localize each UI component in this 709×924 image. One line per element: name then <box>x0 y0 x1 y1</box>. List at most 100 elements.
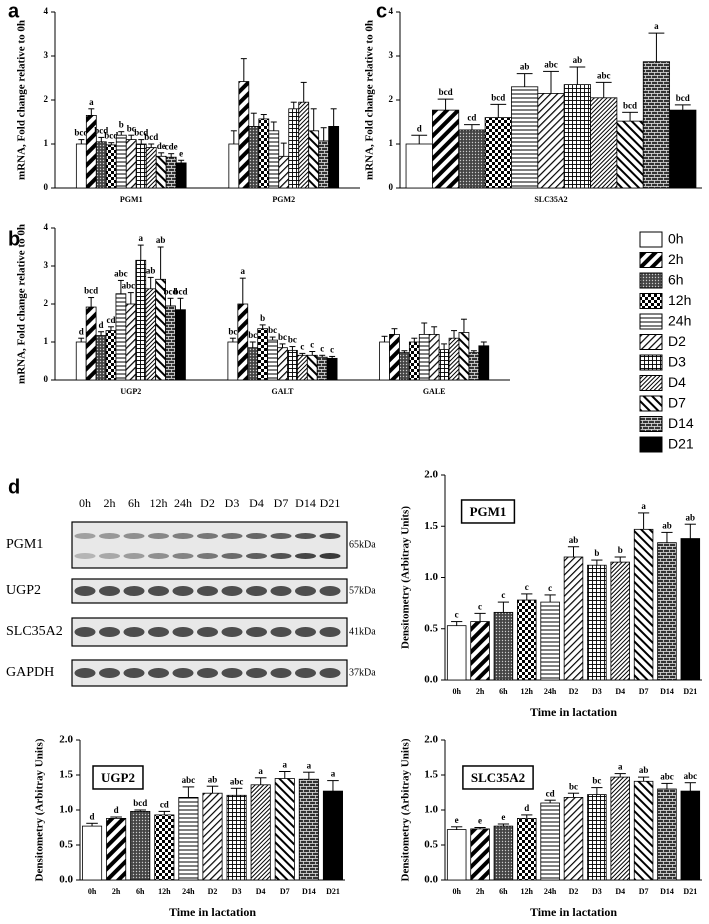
bar <box>268 130 280 189</box>
x-tick-label: D2 <box>208 887 218 896</box>
x-tick-label: D4 <box>615 687 625 696</box>
significance-letter: a <box>654 21 659 31</box>
blot-band <box>246 627 267 637</box>
y-tick-label: 4 <box>44 6 49 16</box>
blot-band <box>99 586 120 596</box>
legend-label: D4 <box>668 374 686 390</box>
chart-title: PGM1 <box>470 504 507 519</box>
bar <box>610 561 630 681</box>
bar <box>115 134 127 189</box>
significance-letter: a <box>139 233 144 243</box>
blot-band <box>270 553 292 559</box>
y-tick-label: 2.0 <box>59 734 73 746</box>
x-tick-label: 12h <box>521 687 534 696</box>
x-axis-label: Time in lactation <box>530 705 617 719</box>
x-tick-label: 0h <box>452 687 461 696</box>
significance-letter: d <box>524 803 529 813</box>
bar <box>228 143 240 189</box>
y-tick-label: 0.0 <box>424 674 438 686</box>
significance-letter: d <box>99 320 104 330</box>
x-tick-label: UGP2 <box>120 387 141 396</box>
x-tick-label: D3 <box>232 887 242 896</box>
bar <box>399 352 410 381</box>
y-axis-label: mRNA, Fold change relative to 0h <box>16 20 28 180</box>
x-tick-label: 2h <box>476 887 485 896</box>
bar <box>278 155 290 189</box>
y-tick-label: 0.0 <box>424 874 438 886</box>
bar <box>428 333 440 381</box>
y-tick-label: 1 <box>44 138 49 148</box>
significance-letter: bcd <box>104 131 118 141</box>
significance-letter: bcd <box>676 93 690 103</box>
legend-label: D3 <box>668 354 686 370</box>
blot-band <box>99 668 120 678</box>
y-tick-label: 2 <box>44 298 49 308</box>
blot-band <box>197 553 218 559</box>
bar <box>135 143 147 189</box>
y-tick-label: 3 <box>389 50 394 60</box>
bar <box>633 780 654 881</box>
legend-swatch <box>639 416 663 432</box>
significance-letter: ab <box>686 512 696 522</box>
significance-letter: abc <box>660 771 674 781</box>
row-label: UGP2 <box>6 583 41 598</box>
significance-letter: bcd <box>173 286 187 296</box>
significance-letter: bcd <box>164 286 178 296</box>
x-axis-label: Time in lactation <box>169 905 256 919</box>
bar <box>316 356 328 381</box>
blot-band <box>74 553 96 559</box>
significance-letter: a <box>283 760 288 770</box>
lane-label: D7 <box>274 496 289 510</box>
significance-letter: cd <box>467 113 476 123</box>
y-tick-label: 4 <box>44 222 49 232</box>
x-tick-label: D4 <box>615 887 625 896</box>
bar <box>610 776 630 881</box>
bar <box>135 259 147 381</box>
bar <box>178 797 199 881</box>
y-tick-label: 0.0 <box>59 874 73 886</box>
bar <box>431 109 460 189</box>
significance-letter: cd <box>160 799 169 809</box>
title-box <box>92 765 144 790</box>
blot-band <box>99 533 120 539</box>
blot-band <box>172 553 194 559</box>
y-tick-label: 4 <box>389 6 394 16</box>
blot-band <box>270 533 292 539</box>
bar <box>587 564 607 681</box>
x-tick-label: 24h <box>544 687 557 696</box>
blot-band <box>148 627 169 637</box>
blot-band <box>270 586 292 596</box>
bar <box>298 101 310 189</box>
blot-band <box>99 627 120 637</box>
legend-label: 24h <box>668 313 691 329</box>
title-box <box>462 765 534 790</box>
bar <box>145 147 157 189</box>
y-tick-label: 1.0 <box>59 804 73 816</box>
bar <box>237 303 249 381</box>
bar <box>288 108 300 189</box>
legend-swatch <box>639 354 663 371</box>
x-axis-label: Time in lactation <box>530 905 617 919</box>
x-tick-label: D7 <box>639 687 649 696</box>
lane-label: D2 <box>200 496 215 510</box>
blot-band <box>295 627 316 637</box>
significance-letter: a <box>241 266 246 276</box>
blot-band <box>221 586 243 596</box>
significance-letter: bc <box>592 776 601 786</box>
significance-letter: abc <box>114 269 128 279</box>
significance-letter: abc <box>230 776 244 786</box>
bar <box>238 81 250 189</box>
significance-letter: de <box>157 141 166 151</box>
bar <box>248 126 260 189</box>
bar <box>493 825 514 881</box>
y-axis-label: mRNA, Fold change relative to 0h <box>16 224 28 384</box>
lane-label: 24h <box>174 496 192 510</box>
blot-band <box>172 668 194 678</box>
x-tick-label: D21 <box>326 887 340 896</box>
significance-letter: ab <box>662 520 672 530</box>
bar <box>165 156 177 189</box>
blot-band <box>221 668 243 678</box>
significance-letter: cd <box>106 315 115 325</box>
panel-label: c <box>376 0 387 22</box>
significance-letter: ab <box>156 235 166 245</box>
